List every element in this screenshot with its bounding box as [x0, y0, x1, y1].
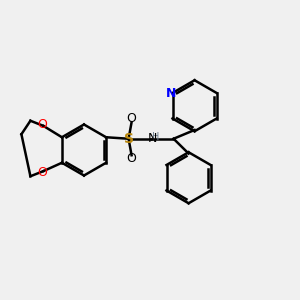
Text: O: O	[37, 166, 47, 179]
Text: O: O	[37, 118, 47, 131]
Text: H: H	[152, 132, 159, 142]
Text: O: O	[127, 152, 136, 165]
Text: N: N	[166, 86, 176, 100]
Text: O: O	[127, 112, 136, 125]
Text: S: S	[124, 132, 134, 146]
Text: N: N	[148, 132, 157, 145]
